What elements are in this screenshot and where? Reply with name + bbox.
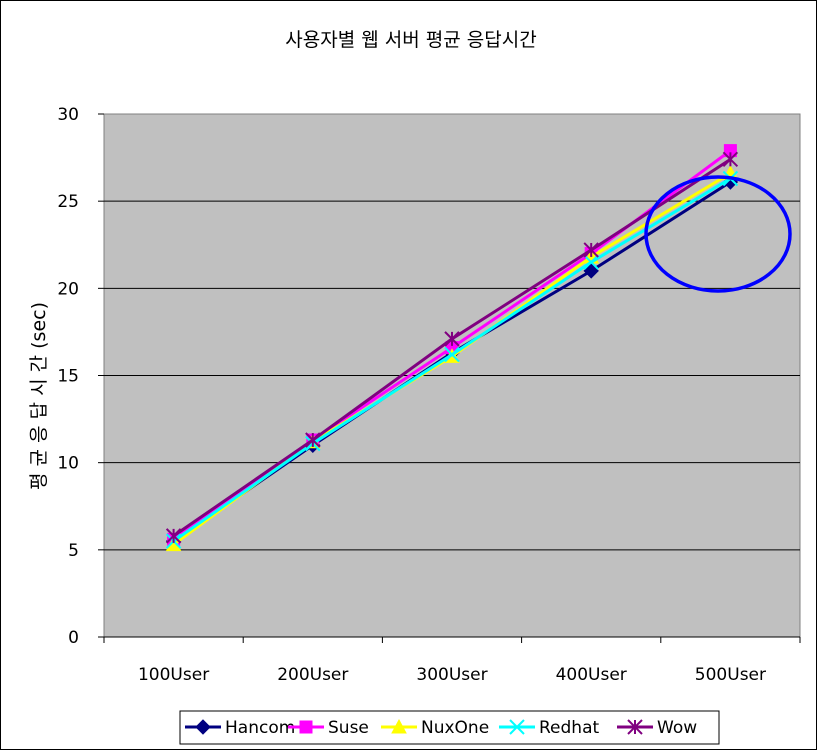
data-point-wow (305, 432, 321, 448)
x-tick-label: 200User (277, 665, 348, 685)
legend-item-wow: Wow (617, 718, 697, 738)
legend-item-redhat: Redhat (499, 718, 599, 738)
data-point-redhat (444, 346, 460, 363)
y-tick-label: 0 (68, 628, 79, 648)
chart-title: 사용자별 웹 서버 평균 응답시간 (285, 29, 536, 51)
data-point-redhat-stroke (583, 254, 599, 270)
legend-marker (299, 720, 313, 734)
data-point-wow (722, 151, 739, 168)
data-point-hancom (583, 263, 599, 279)
x-axis-ticks: 100User 200User 300User 400User 500User (103, 636, 801, 685)
data-point-wow (165, 528, 182, 544)
legend-item-nuxone: NuxOne (381, 718, 489, 738)
y-tick-label: 5 (68, 541, 79, 561)
legend-label: NuxOne (421, 718, 489, 738)
x-tick-label: 300User (416, 665, 487, 685)
data-point-wow (444, 331, 460, 347)
legend-label: Wow (657, 718, 697, 738)
highlight-ellipse (644, 175, 792, 293)
series-wow (165, 151, 739, 544)
legend-marker (391, 718, 407, 734)
series-group (165, 144, 739, 552)
x-tick-label: 500User (695, 665, 766, 685)
legend-marker (509, 719, 525, 735)
legend-label: Hancom (225, 718, 295, 738)
legend: Hancom Suse NuxOne Redhat Wow (179, 710, 720, 745)
legend-label: Redhat (539, 718, 599, 738)
data-point-redhat-stroke (444, 346, 460, 363)
y-tick-label: 30 (57, 105, 79, 125)
legend-marker (195, 719, 211, 735)
y-tick-label: 10 (57, 454, 79, 474)
y-axis-label: 평 균 응 답 시 간 (sec) (28, 302, 50, 490)
x-tick-label: 100User (138, 665, 209, 685)
y-tick-label: 20 (57, 279, 79, 299)
legend-marker-stroke (509, 719, 525, 735)
y-tick-label: 15 (57, 367, 79, 387)
legend-label: Suse (328, 718, 369, 738)
legend-marker (627, 719, 643, 735)
legend-item-hancom: Hancom (185, 718, 295, 738)
data-point-wow (583, 242, 599, 258)
data-point-redhat (583, 254, 599, 270)
y-tick-label: 25 (57, 192, 79, 212)
legend-item-suse: Suse (288, 718, 369, 738)
x-tick-label: 400User (556, 665, 627, 685)
y-axis-ticks: 0 5 10 15 20 25 30 (57, 105, 104, 648)
